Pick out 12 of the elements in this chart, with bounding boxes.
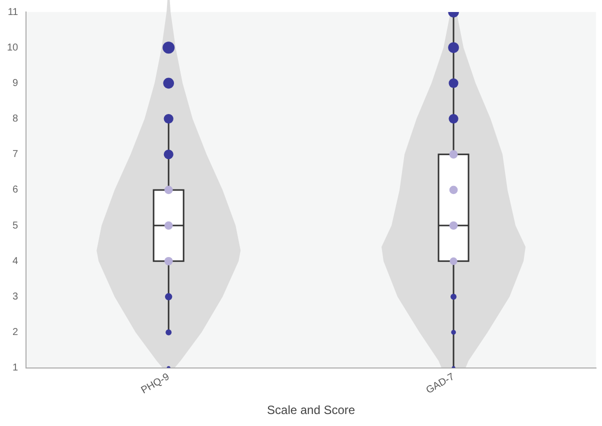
y-tick-label: 10 xyxy=(7,42,19,54)
y-tick-label: 4 xyxy=(12,256,19,267)
y-tick-label: 9 xyxy=(12,78,19,89)
y-tick-label: 6 xyxy=(12,184,19,196)
x-axis-title: Scale and Score xyxy=(267,403,356,418)
y-tick-label: 8 xyxy=(12,114,19,125)
y-tick-label: 7 xyxy=(12,149,19,160)
y-tick-label: 2 xyxy=(12,327,19,338)
y-tick-label: 1 xyxy=(12,362,19,374)
y-tick-label: 11 xyxy=(8,6,19,18)
y-tick-label: 5 xyxy=(12,220,19,232)
y-tick-label: 3 xyxy=(12,291,19,302)
